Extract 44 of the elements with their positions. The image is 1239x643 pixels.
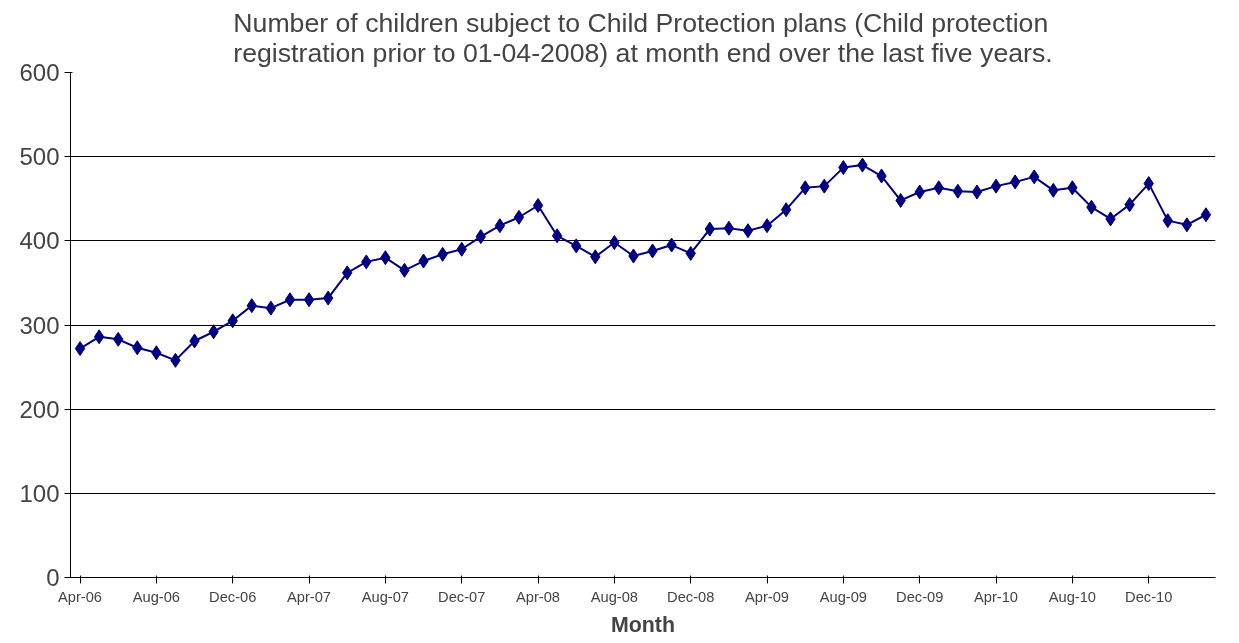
y-tick-label: 300 (19, 311, 60, 339)
point (1200, 207, 1212, 223)
point (322, 290, 334, 306)
x-tick-label: Apr-10 (974, 588, 1019, 605)
x-tick-label: Dec-09 (896, 588, 944, 605)
x-tick-label: Aug-08 (590, 588, 639, 605)
x-tick-label: Aug-06 (132, 588, 181, 605)
x-tick-label: Dec-06 (209, 588, 257, 605)
point (494, 218, 506, 234)
point (303, 292, 315, 308)
point (1009, 174, 1021, 190)
point (551, 228, 563, 244)
point (74, 341, 86, 357)
x-tick-label: Dec-08 (667, 588, 715, 605)
x-tick-label: Dec-07 (438, 588, 486, 605)
point (265, 300, 277, 316)
point (513, 209, 525, 225)
point (780, 202, 792, 218)
point (761, 218, 773, 234)
point (952, 183, 964, 199)
y-tick-label: 500 (19, 143, 60, 171)
y-tick-label: 0 (46, 564, 60, 591)
y-tick-label: 100 (19, 479, 60, 507)
x-tick-label: Apr-08 (516, 588, 561, 605)
x-tick-label: Aug-09 (819, 588, 868, 605)
point (532, 197, 544, 213)
point (723, 220, 735, 236)
x-tick-label: Apr-06 (58, 588, 103, 605)
x-tick-label: Apr-07 (287, 588, 332, 605)
y-tick-label: 600 (19, 59, 60, 86)
x-axis-title: Month (611, 612, 675, 637)
x-tick-label: Aug-07 (361, 588, 410, 605)
point (990, 178, 1002, 194)
x-tick-label: Aug-10 (1048, 588, 1097, 605)
point (742, 223, 754, 239)
point (284, 292, 296, 308)
y-tick-label: 400 (19, 227, 60, 255)
point (1181, 217, 1193, 233)
point (93, 329, 105, 345)
y-tick-label: 200 (19, 395, 60, 423)
x-tick-label: Dec-10 (1125, 588, 1173, 605)
chart-title: Number of children subject to Child Protection plans (Child protection registration prior to 01-04-2008) at month end over the last five years. (233, 7, 1053, 68)
point (971, 184, 983, 200)
x-tick-label: Apr-09 (745, 588, 790, 605)
